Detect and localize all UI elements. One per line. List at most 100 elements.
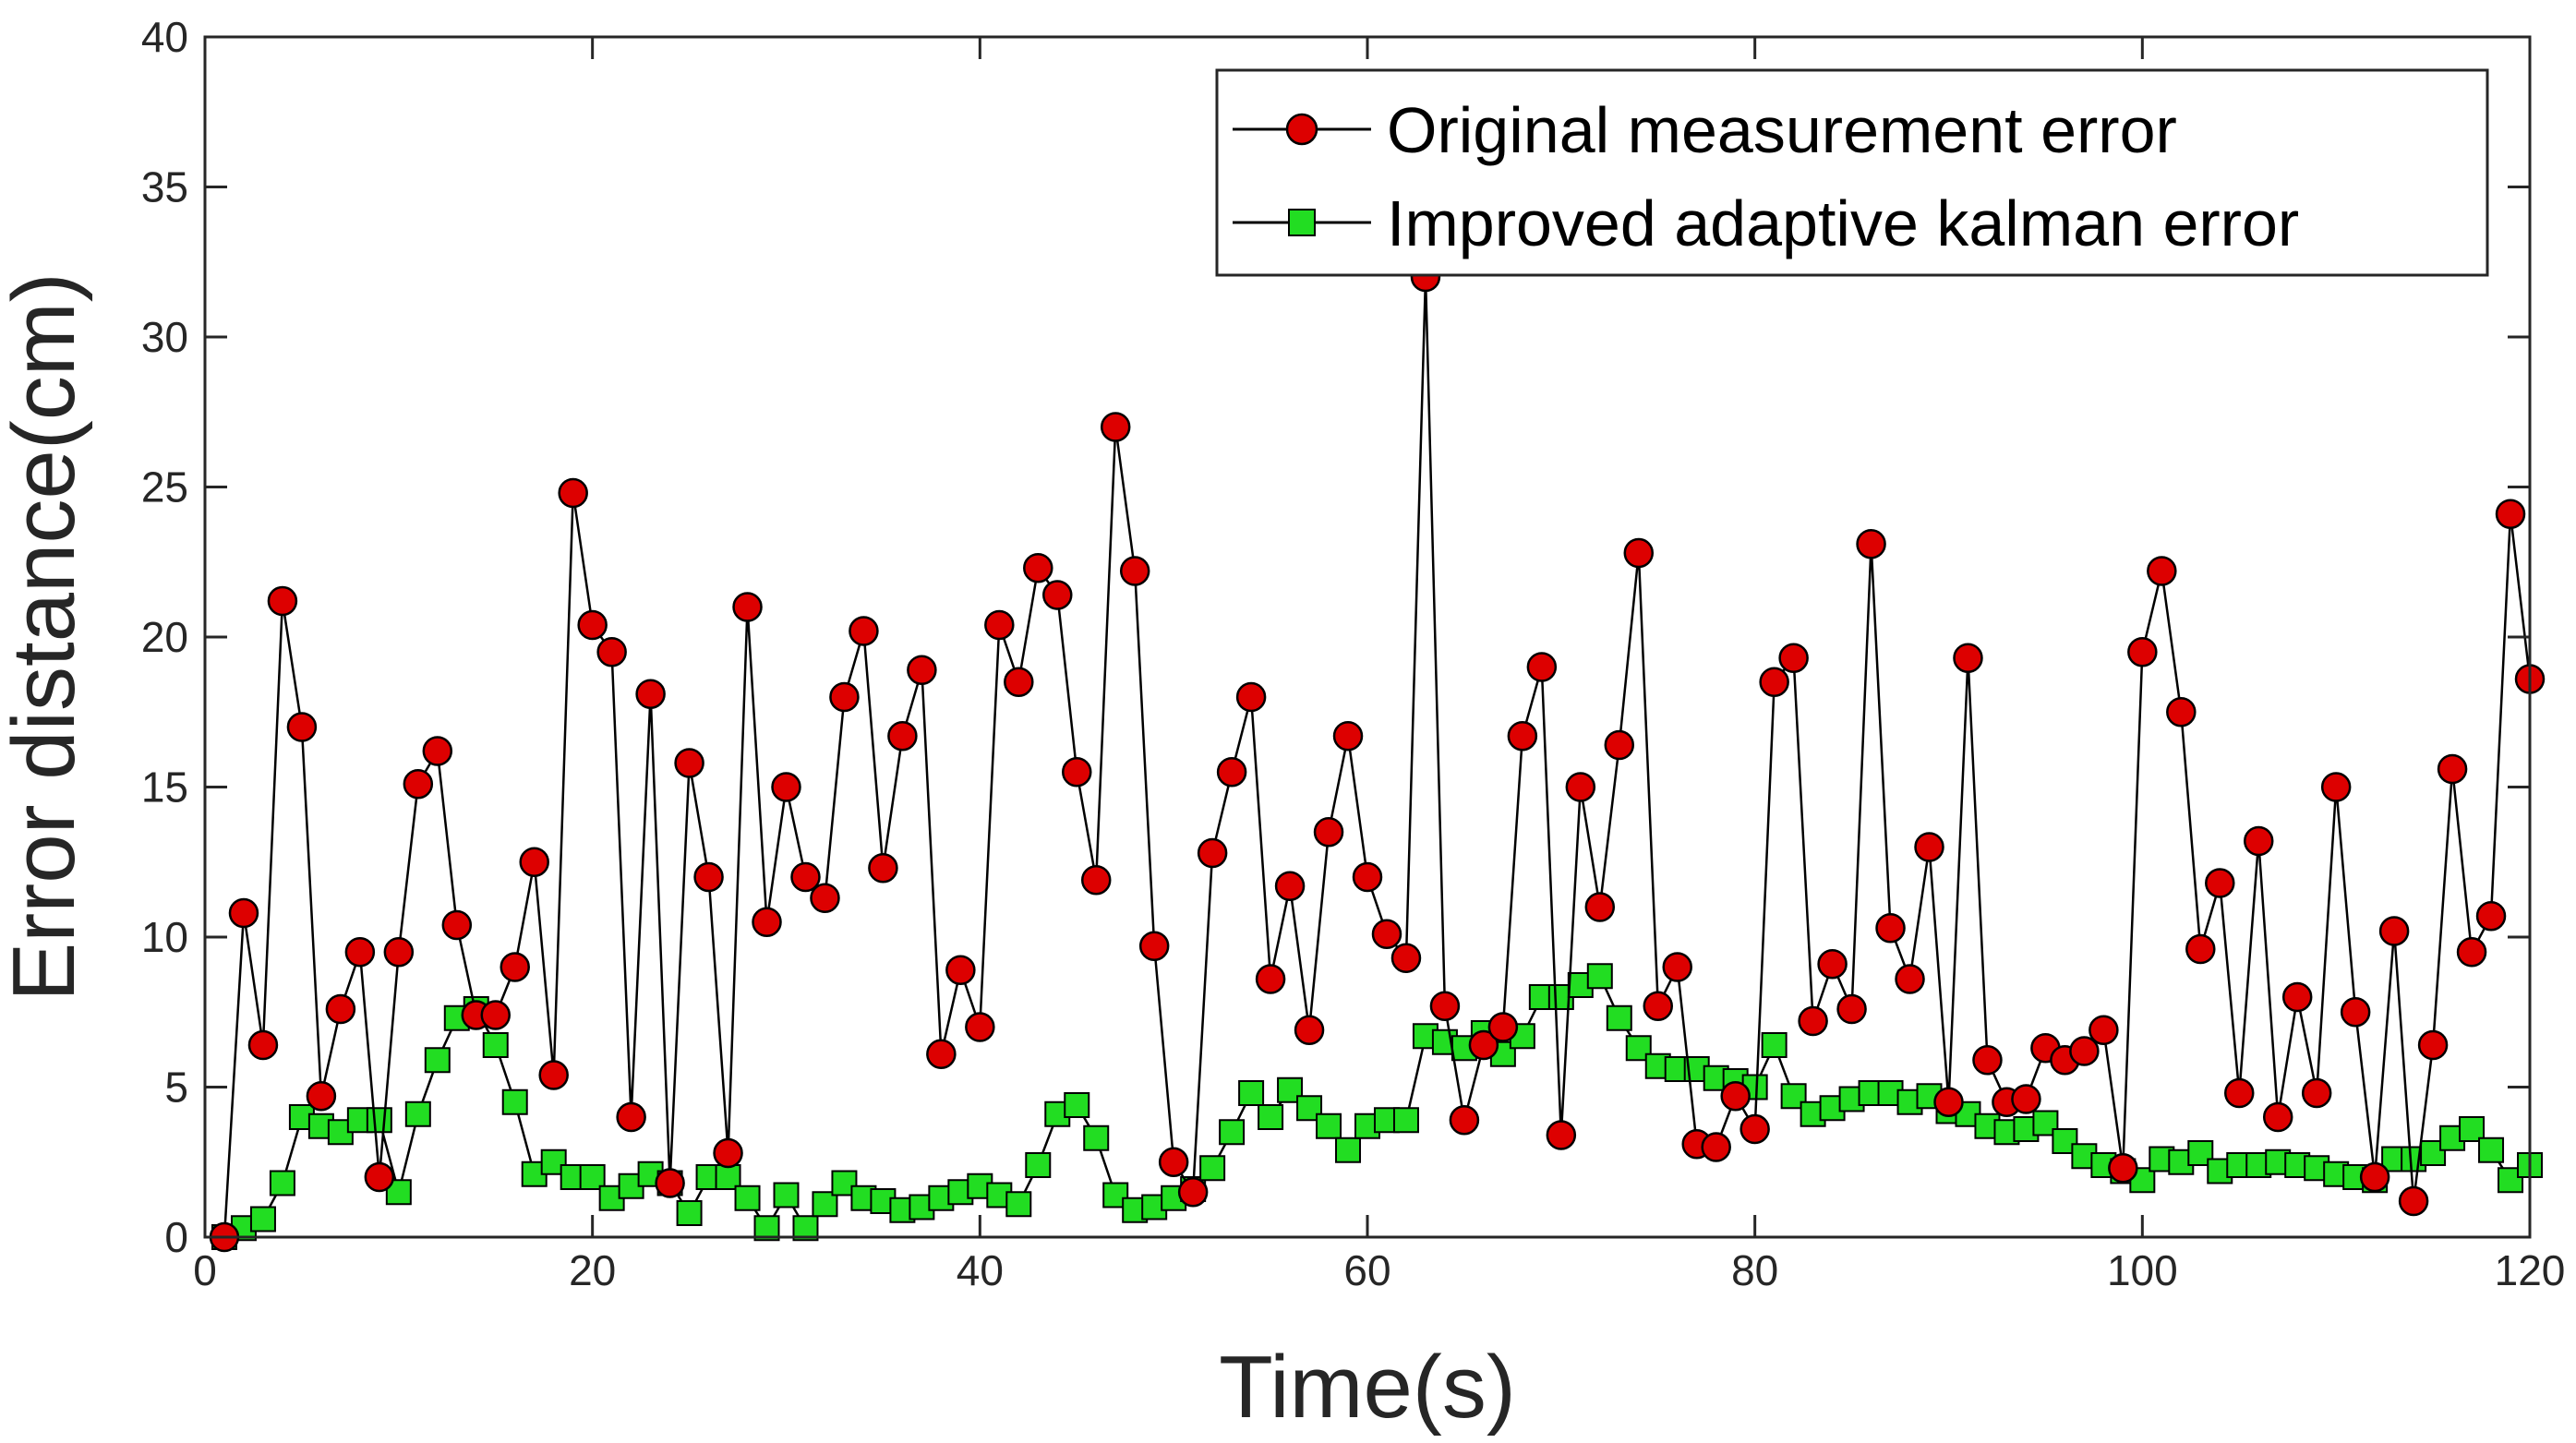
data-point-original: [1817, 949, 1848, 980]
data-point-original: [2147, 556, 2177, 586]
data-point-original: [1177, 1177, 1209, 1208]
data-point-kalman: [1199, 1155, 1226, 1182]
tick-layer: 0 20 40 60 80 100 120 0 5 10 15 20 25 30 35 40: [141, 13, 2566, 1294]
data-point-kalman: [1238, 1080, 1265, 1106]
y-tick-label: 35: [141, 163, 188, 211]
data-point-original: [1313, 817, 1344, 848]
data-point-kalman: [812, 1191, 838, 1218]
data-point-original: [403, 769, 434, 800]
data-point-kalman: [773, 1182, 800, 1209]
data-point-original: [1604, 729, 1635, 761]
x-axis-title: Time(s): [1219, 1338, 1516, 1437]
data-point-original: [441, 909, 473, 941]
legend-marker-original: [1285, 113, 1318, 146]
x-tick-label: 20: [569, 1246, 616, 1294]
x-tick-label: 100: [2107, 1246, 2178, 1294]
data-point-original: [1042, 580, 1073, 610]
x-tick-label: 120: [2495, 1246, 2566, 1294]
y-tick-label: 25: [141, 463, 188, 511]
data-point-kalman: [579, 1164, 606, 1190]
data-point-original: [2262, 1101, 2293, 1133]
data-point-original: [1662, 952, 1692, 982]
legend-label-kalman: Improved adaptive kalman error: [1387, 187, 2299, 259]
data-point-kalman: [366, 1107, 392, 1134]
data-point-original: [1856, 529, 1886, 559]
data-point-original: [907, 655, 937, 685]
data-point-original: [1062, 757, 1092, 788]
data-point-original: [1100, 412, 1131, 442]
data-point-kalman: [1296, 1095, 1323, 1122]
data-point-original: [519, 847, 549, 877]
data-point-kalman: [1316, 1112, 1342, 1139]
data-point-kalman: [1606, 1004, 1632, 1031]
data-point-original: [1487, 1012, 1519, 1042]
data-point-original: [1138, 931, 1170, 961]
series-original: [209, 261, 2546, 1253]
data-point-kalman: [1025, 1152, 1052, 1178]
data-point-original: [558, 477, 588, 509]
data-point-original: [1390, 943, 1422, 973]
y-tick-label: 30: [141, 313, 188, 361]
data-point-original: [771, 772, 801, 802]
data-point-original: [2398, 1185, 2429, 1217]
y-tick-label: 10: [141, 913, 188, 961]
data-point-original: [422, 736, 453, 766]
y-axis-title: Error distance(cm): [0, 272, 93, 1001]
y-tick-label: 0: [164, 1213, 188, 1261]
data-point-original: [2340, 997, 2371, 1028]
x-tick-label: 80: [1731, 1246, 1778, 1294]
data-point-original: [1933, 1087, 1964, 1117]
data-point-original: [1720, 1081, 1751, 1112]
data-point-original: [810, 883, 840, 913]
data-point-original: [2437, 753, 2468, 785]
legend-label-original: Original measurement error: [1387, 94, 2177, 166]
data-point-original: [868, 853, 898, 884]
data-point-original: [1565, 772, 1596, 802]
legend-entry-original: Original measurement error: [1233, 94, 2177, 166]
legend-entry-kalman: Improved adaptive kalman error: [1233, 187, 2299, 259]
data-point-original: [1235, 681, 1267, 713]
data-point-original: [674, 748, 704, 778]
data-point-original: [1701, 1132, 1731, 1162]
data-point-kalman: [501, 1088, 528, 1115]
data-point-kalman: [2052, 1128, 2078, 1154]
data-point-original: [713, 1137, 743, 1169]
data-point-original: [325, 993, 356, 1025]
data-point-original: [2088, 1015, 2119, 1045]
data-point-kalman: [734, 1184, 761, 1211]
data-point-original: [1623, 537, 1655, 569]
data-point-kalman: [1005, 1191, 1032, 1218]
data-point-kalman: [249, 1206, 276, 1233]
data-point-original: [1526, 652, 1558, 682]
data-point-original: [1352, 861, 1383, 893]
legend: Original measurement error Improved adap…: [1215, 68, 2489, 277]
data-point-kalman: [1258, 1104, 1284, 1130]
data-point-original: [635, 679, 666, 709]
data-point-original: [1507, 721, 1538, 752]
data-point-original: [538, 1060, 569, 1090]
data-point-original: [752, 907, 782, 937]
y-tick-label: 15: [141, 764, 188, 812]
data-point-kalman: [424, 1047, 451, 1074]
data-point-kalman: [2420, 1140, 2447, 1166]
data-point-original: [1216, 757, 1247, 788]
y-tick-label: 5: [164, 1064, 188, 1112]
data-point-original: [1004, 667, 1034, 697]
data-point-kalman: [1064, 1092, 1090, 1118]
data-point-original: [1739, 1113, 1770, 1145]
data-point-original: [984, 609, 1015, 641]
x-tick-label: 40: [957, 1246, 1004, 1294]
data-point-kalman: [269, 1170, 295, 1196]
data-point-kalman: [1780, 1083, 1807, 1110]
data-point-original: [306, 1081, 337, 1112]
data-point-original: [2205, 868, 2235, 898]
data-point-original: [2301, 1077, 2332, 1109]
data-point-original: [1197, 837, 1228, 869]
y-tick-label: 20: [141, 613, 188, 661]
data-point-original: [2185, 933, 2216, 965]
data-point-kalman: [2459, 1116, 2486, 1142]
data-point-original: [2166, 697, 2197, 728]
data-point-original: [1643, 991, 1673, 1021]
data-point-original: [732, 592, 763, 622]
